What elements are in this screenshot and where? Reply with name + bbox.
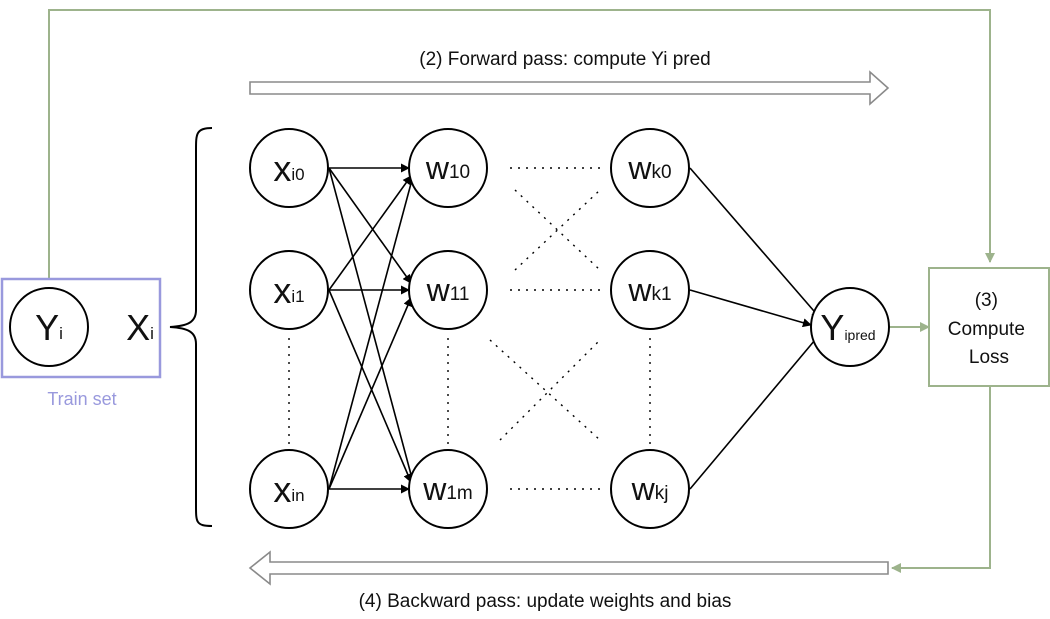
edge-xin-w11 bbox=[328, 297, 412, 490]
node-xi1: xi1 bbox=[249, 250, 329, 330]
w10-label: w10 bbox=[425, 150, 470, 186]
loop-line-bottom bbox=[891, 387, 991, 573]
xi-label: Xi bbox=[126, 307, 154, 348]
node-xi0: xi0 bbox=[249, 128, 329, 208]
wk0-label: wk0 bbox=[627, 150, 671, 186]
dots-w1m-wk1 bbox=[499, 339, 601, 441]
node-w1m: w1m bbox=[408, 449, 488, 529]
wkj-label: wkj bbox=[631, 471, 669, 507]
w1m-label: w1m bbox=[422, 471, 473, 507]
backward-pass-label: (4) Backward pass: update weights and bi… bbox=[359, 591, 732, 612]
xi0-label: xi0 bbox=[273, 148, 304, 189]
node-yi bbox=[9, 287, 89, 367]
dots-w11-wkj bbox=[489, 339, 601, 441]
compute-loss-label: (3) Compute Loss bbox=[948, 290, 1030, 368]
dots-w10-wk1 bbox=[514, 189, 601, 271]
xin-label: xin bbox=[273, 469, 304, 510]
xi1-label: xi1 bbox=[273, 270, 304, 311]
edge-xi1-w10 bbox=[328, 175, 412, 291]
node-xin: xin bbox=[249, 449, 329, 529]
input-brace bbox=[169, 127, 213, 527]
edge-xin-w10 bbox=[328, 175, 416, 490]
w11-label: w11 bbox=[426, 272, 470, 308]
node-ypred: Yipred bbox=[810, 287, 890, 367]
node-w10: w10 bbox=[408, 128, 488, 208]
edge-xi0-w11 bbox=[328, 167, 412, 284]
edge-wk0-ypred bbox=[689, 167, 821, 319]
forward-arrow bbox=[249, 70, 890, 106]
node-wk1: wk1 bbox=[610, 250, 690, 330]
edge-xi0-w1m bbox=[328, 167, 416, 483]
train-set-caption: Train set bbox=[47, 389, 116, 409]
wk1-label: wk1 bbox=[627, 272, 671, 308]
edge-xi1-w1m bbox=[328, 289, 412, 483]
compute-loss-box bbox=[928, 267, 1050, 387]
edge-wkj-ypred bbox=[689, 333, 821, 490]
backward-arrow bbox=[248, 550, 889, 586]
node-wk0: wk0 bbox=[610, 128, 690, 208]
node-w11: w11 bbox=[408, 250, 488, 330]
forward-pass-label: (2) Forward pass: compute Yi pred bbox=[419, 49, 710, 70]
loop-line-top bbox=[48, 9, 995, 290]
node-wkj: wkj bbox=[610, 449, 690, 529]
dots-w11-wk0 bbox=[514, 189, 601, 271]
input-edges bbox=[328, 163, 416, 494]
edge-wk1-ypred bbox=[689, 289, 812, 328]
yi-label: Yi bbox=[35, 307, 63, 348]
ypred-label: Yipred bbox=[820, 307, 875, 348]
